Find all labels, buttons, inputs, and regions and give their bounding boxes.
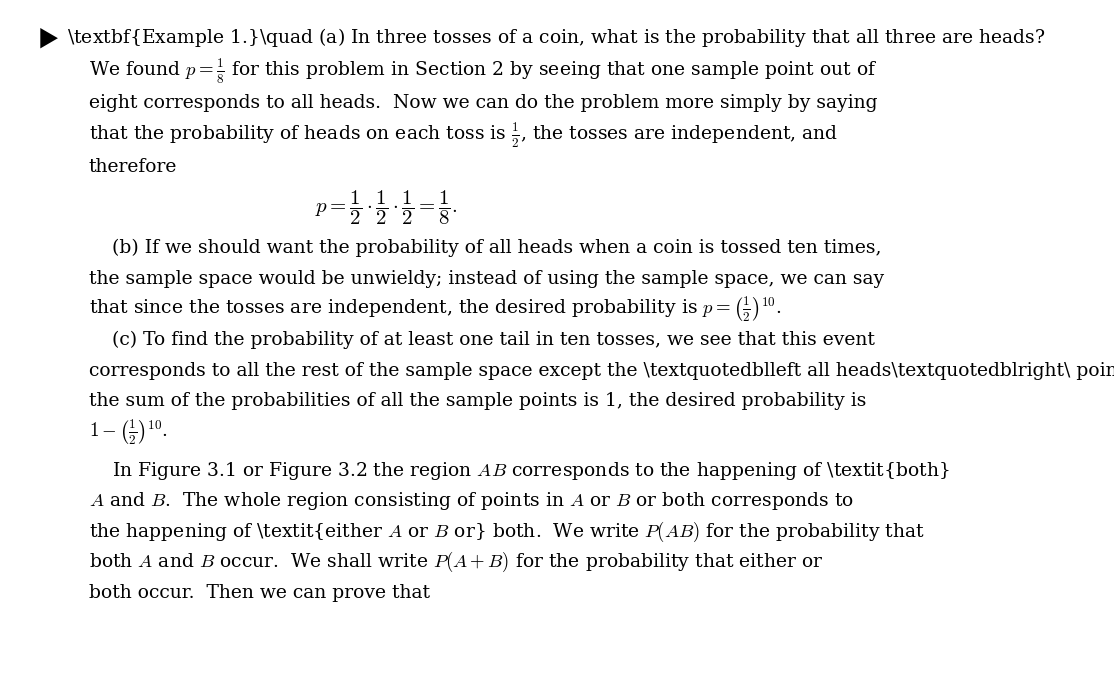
Text: We found $p = \frac{1}{8}$ for this problem in Section 2 by seeing that one samp: We found $p = \frac{1}{8}$ for this prob… xyxy=(89,56,878,86)
Text: (c) To find the probability of at least one tail in ten tosses, we see that this: (c) To find the probability of at least … xyxy=(111,331,874,349)
Text: In Figure 3.1 or Figure 3.2 the region $AB$ corresponds to the happening of \tex: In Figure 3.1 or Figure 3.2 the region $… xyxy=(111,460,949,481)
Text: corresponds to all the rest of the sample space except the \textquotedblleft all: corresponds to all the rest of the sampl… xyxy=(89,362,1114,379)
Text: $A$ and $B$.  The whole region consisting of points in $A$ or $B$ or both corres: $A$ and $B$. The whole region consisting… xyxy=(89,490,853,512)
Text: eight corresponds to all heads.  Now we can do the problem more simply by saying: eight corresponds to all heads. Now we c… xyxy=(89,95,877,112)
Text: the sample space would be unwieldy; instead of using the sample space, we can sa: the sample space would be unwieldy; inst… xyxy=(89,270,883,288)
Text: that the probability of heads on each toss is $\frac{1}{2}$, the tosses are inde: that the probability of heads on each to… xyxy=(89,120,838,150)
Text: $p = \dfrac{1}{2} \cdot \dfrac{1}{2} \cdot \dfrac{1}{2} = \dfrac{1}{8}.$: $p = \dfrac{1}{2} \cdot \dfrac{1}{2} \cd… xyxy=(315,188,457,226)
Text: therefore: therefore xyxy=(89,158,177,176)
Text: the sum of the probabilities of all the sample points is 1, the desired probabil: the sum of the probabilities of all the … xyxy=(89,392,866,410)
Text: $1 - \left(\frac{1}{2}\right)^{10}$.: $1 - \left(\frac{1}{2}\right)^{10}$. xyxy=(89,417,168,447)
Text: both occur.  Then we can prove that: both occur. Then we can prove that xyxy=(89,584,430,602)
Text: $\blacktriangleright$ \textbf{Example 1.}\quad (a) In three tosses of a coin, wh: $\blacktriangleright$ \textbf{Example 1.… xyxy=(35,25,1045,50)
Text: that since the tosses are independent, the desired probability is $p = \left(\fr: that since the tosses are independent, t… xyxy=(89,294,781,324)
Text: both $A$ and $B$ occur.  We shall write $P(A+B)$ for the probability that either: both $A$ and $B$ occur. We shall write $… xyxy=(89,550,823,575)
Text: the happening of \textit{either $A$ or $B$ or} both.  We write $P(AB)$ for the p: the happening of \textit{either $A$ or $… xyxy=(89,520,925,544)
Text: (b) If we should want the probability of all heads when a coin is tossed ten tim: (b) If we should want the probability of… xyxy=(111,239,881,257)
